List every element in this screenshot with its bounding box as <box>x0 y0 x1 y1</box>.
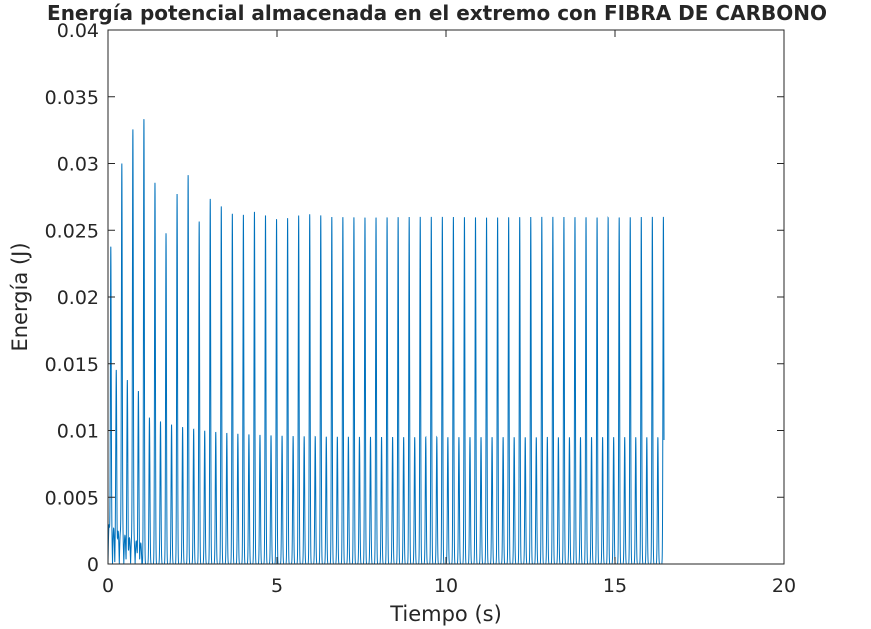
x-tick-label: 0 <box>102 575 114 597</box>
x-tick-label: 10 <box>434 575 458 597</box>
y-tick-label: 0.04 <box>57 20 99 42</box>
y-tick-label: 0.02 <box>57 287 99 309</box>
x-tick-label: 20 <box>772 575 796 597</box>
x-tick-label: 15 <box>603 575 627 597</box>
y-tick-label: 0.03 <box>57 154 99 176</box>
chart-title: Energía potencial almacenada en el extre… <box>47 1 827 25</box>
x-axis-label: Tiempo (s) <box>389 602 502 626</box>
y-tick-label: 0.01 <box>57 421 99 443</box>
y-tick-label: 0.025 <box>45 220 99 242</box>
y-tick-label: 0.005 <box>45 487 99 509</box>
y-tick-label: 0.015 <box>45 354 99 376</box>
y-tick-label: 0.035 <box>45 87 99 109</box>
y-axis-label: Energía (J) <box>8 242 32 351</box>
ticks-layer: 0 5 10 15 20 0 0.005 0.01 0.015 0.02 0.025 0.03 0.03… <box>45 20 797 597</box>
x-tick-label: 5 <box>271 575 283 597</box>
y-tick-label: 0 <box>87 554 99 576</box>
